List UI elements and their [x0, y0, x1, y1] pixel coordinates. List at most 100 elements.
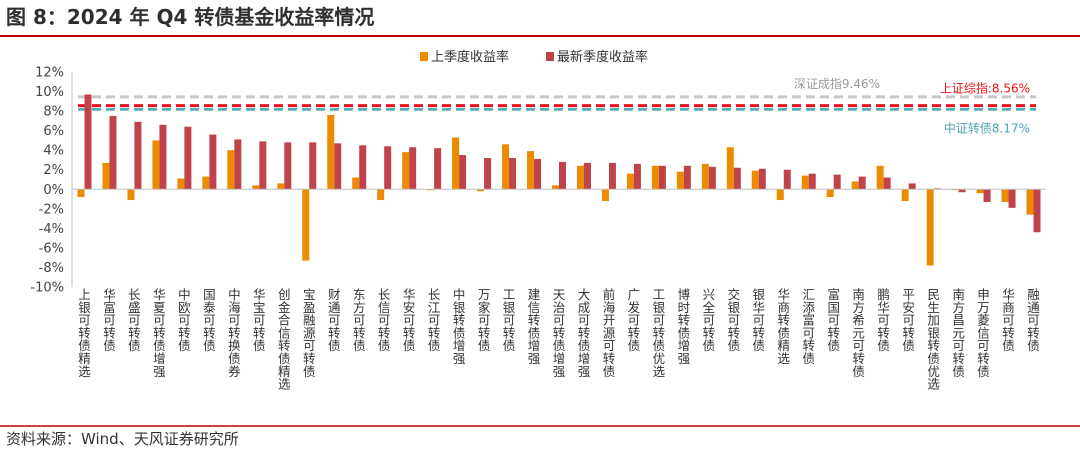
- x-tick-label: 创金合信转债精选: [278, 287, 291, 392]
- x-tick-label: 平安可转债: [902, 287, 915, 353]
- x-tick-label: 汇添富可转债: [802, 287, 815, 366]
- x-tick-label: 广发可转债: [628, 287, 641, 353]
- bar-prev: [726, 147, 734, 190]
- y-tick-label: -10%: [30, 281, 64, 296]
- bar-prev: [102, 162, 110, 190]
- bars: [77, 94, 1041, 266]
- bar-latest: [808, 173, 816, 190]
- bar-prev: [576, 165, 584, 190]
- bar-prev: [1001, 189, 1009, 202]
- y-tick-label: 10%: [35, 85, 64, 100]
- bar-prev: [676, 171, 684, 190]
- y-tick-label: 4%: [43, 144, 64, 159]
- legend-label-prev: 上季度收益率: [431, 49, 509, 65]
- bar-prev: [801, 175, 809, 190]
- bar-prev: [302, 189, 310, 261]
- bar-latest: [958, 189, 966, 193]
- bar-prev: [202, 176, 210, 190]
- bar-latest: [983, 189, 991, 202]
- bar-latest: [708, 166, 716, 190]
- bar-latest: [858, 176, 866, 190]
- x-tick-label: 中欧可转债: [178, 287, 191, 353]
- x-tick-label: 中海可转换债券: [228, 287, 241, 379]
- x-tick-label: 南方昌元可转债: [952, 287, 965, 379]
- bar-latest: [608, 162, 616, 190]
- bar-prev: [976, 189, 984, 194]
- bar-latest: [583, 162, 591, 190]
- bar-latest: [384, 146, 392, 190]
- bar-prev: [502, 144, 510, 190]
- bar-prev: [601, 189, 609, 201]
- bar-prev: [527, 151, 535, 190]
- legend: 上季度收益率 最新季度收益率: [420, 49, 648, 65]
- bar-prev: [876, 165, 884, 190]
- bar-prev: [77, 189, 85, 198]
- bar-prev: [327, 115, 335, 190]
- reference-lines: 深证成指9.46% 上证综指:8.56% 中证转债8.17%: [78, 76, 1036, 135]
- bar-latest: [509, 158, 517, 190]
- ref-label-zzzz: 中证转债8.17%: [944, 120, 1030, 135]
- x-tick-label: 工银可转债优选: [653, 287, 666, 379]
- bar-prev: [826, 189, 834, 198]
- x-tick-label: 兴全可转债: [703, 287, 716, 353]
- ref-label-shzz: 上证综指:8.56%: [940, 81, 1030, 96]
- bar-latest: [234, 139, 242, 190]
- x-tick-label: 大成可转债增强: [578, 287, 591, 379]
- bar-latest: [758, 168, 766, 190]
- bar-latest: [733, 167, 741, 190]
- bar-latest: [334, 143, 342, 190]
- bar-latest: [284, 142, 292, 190]
- x-tick-label: 宝盈融源可转债: [303, 287, 316, 379]
- x-tick-label: 融通可转债: [1027, 287, 1040, 353]
- legend-swatch-latest: [546, 52, 554, 61]
- bar-latest: [409, 147, 417, 190]
- bar-prev: [776, 189, 784, 201]
- bar-prev: [252, 185, 260, 190]
- bar-latest: [658, 165, 666, 190]
- bar-prev: [277, 183, 285, 190]
- x-tick-label: 财通可转债: [328, 287, 341, 353]
- bar-latest: [559, 161, 566, 190]
- x-axis: 上银可转债精选华富可转债长盛可转债华夏可转债增强中欧可转债国泰可转债中海可转换债…: [72, 188, 1046, 392]
- bar-prev: [1026, 189, 1034, 215]
- y-tick-label: -6%: [39, 241, 64, 256]
- y-tick-label: 12%: [35, 66, 64, 81]
- x-tick-label: 申万菱信可转债: [977, 287, 990, 379]
- x-tick-label: 前海开源可转债: [603, 287, 616, 379]
- y-tick-label: -4%: [39, 222, 64, 237]
- bar-prev: [452, 137, 460, 190]
- x-tick-label: 华安可转债: [403, 287, 416, 353]
- x-tick-label: 鹏华可转债: [877, 287, 890, 353]
- bar-prev: [152, 140, 160, 190]
- x-tick-label: 华富可转债: [103, 287, 116, 353]
- bar-latest: [309, 142, 317, 190]
- x-tick-label: 华商转债精选: [778, 287, 791, 366]
- bar-latest: [534, 158, 542, 190]
- bar-latest: [459, 155, 467, 190]
- bar-prev: [402, 152, 410, 190]
- bar-prev: [626, 173, 634, 190]
- bar-latest: [633, 163, 641, 190]
- bar-prev: [651, 165, 659, 190]
- bar-latest: [1033, 189, 1041, 233]
- x-tick-label: 银华可转债: [753, 287, 766, 353]
- x-tick-label: 工银可转债: [503, 287, 516, 353]
- legend-label-latest: 最新季度收益率: [557, 49, 648, 65]
- bar-latest: [434, 148, 442, 190]
- bar-latest: [134, 121, 142, 190]
- bar-latest: [159, 124, 167, 190]
- bar-prev: [177, 178, 185, 190]
- bar-prev: [352, 177, 360, 190]
- x-tick-label: 中银转债增强: [453, 287, 466, 366]
- y-tick-label: -2%: [39, 202, 64, 217]
- x-tick-label: 东方可转债: [353, 287, 366, 353]
- bar-latest: [259, 141, 267, 190]
- bar-latest: [184, 126, 192, 190]
- y-tick-label: 2%: [43, 163, 64, 178]
- x-tick-label: 华夏可转债增强: [153, 287, 166, 379]
- x-tick-label: 华商可转债: [1002, 287, 1015, 353]
- bar-latest: [84, 94, 92, 190]
- bar-prev: [477, 189, 485, 192]
- y-tick-label: -8%: [39, 261, 64, 276]
- x-tick-label: 华宝可转债: [253, 287, 266, 353]
